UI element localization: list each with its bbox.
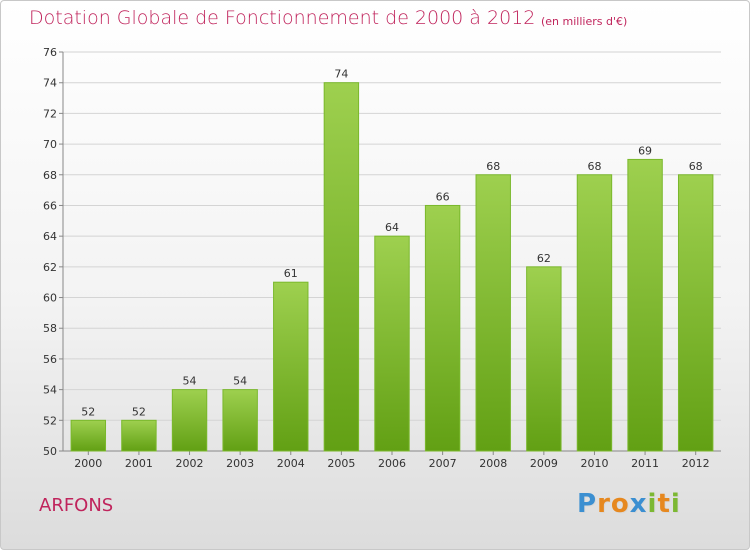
bar	[323, 82, 360, 452]
bar	[475, 174, 511, 452]
bar	[70, 419, 107, 452]
bar-value-label: 68	[689, 160, 703, 173]
x-tick-label: 2001	[125, 457, 153, 470]
bar-value-label: 66	[436, 190, 450, 203]
bar	[273, 281, 309, 452]
bar-value-label: 54	[233, 375, 247, 388]
x-tick-label: 2000	[74, 457, 102, 470]
bar-value-label: 62	[537, 252, 551, 265]
x-tick-label: 2005	[327, 457, 355, 470]
x-tick-label: 2007	[429, 457, 457, 470]
y-tick-label: 70	[43, 138, 57, 151]
bar	[576, 174, 613, 452]
y-tick-label: 68	[43, 169, 57, 182]
x-tick-label: 2011	[631, 457, 659, 470]
x-tick-label: 2009	[530, 457, 558, 470]
y-tick-label: 58	[43, 322, 57, 335]
bar	[526, 266, 562, 452]
y-tick-label: 72	[43, 107, 57, 120]
x-tick-label: 2003	[226, 457, 254, 470]
data-labels: 52 52 54 54 61 74 64 66 68 62 68 69 68	[81, 68, 702, 419]
bar-value-label: 74	[334, 68, 348, 81]
location-name: ARFONS	[39, 495, 114, 516]
bar-value-label: 52	[81, 405, 95, 418]
y-tick-label: 50	[43, 445, 57, 458]
chart-subtitle: (en milliers d'€)	[541, 15, 628, 28]
bar	[677, 174, 714, 452]
logo-letter: r	[597, 489, 611, 519]
x-tick-label: 2004	[277, 457, 305, 470]
x-tick-label: 2010	[580, 457, 608, 470]
y-tick-label: 74	[43, 77, 57, 90]
y-tick-label: 56	[43, 353, 57, 366]
y-tick-label: 60	[43, 292, 57, 305]
bar	[171, 389, 208, 452]
bar-value-label: 52	[132, 405, 146, 418]
y-tick-label: 64	[43, 230, 57, 243]
logo-letter: t	[657, 489, 671, 519]
logo-letter: o	[610, 489, 630, 519]
bar-value-label: 54	[183, 375, 197, 388]
chart-title: Dotation Globale de Fonctionnement de 20…	[29, 7, 536, 29]
y-tick-label: 76	[43, 46, 57, 59]
bar	[121, 419, 157, 452]
x-tick-label: 2006	[378, 457, 406, 470]
y-tick-label: 66	[43, 199, 57, 212]
y-tick-label: 52	[43, 414, 57, 427]
bar-value-label: 64	[385, 221, 399, 234]
x-tick-label: 2008	[479, 457, 507, 470]
y-tick-label: 54	[43, 384, 57, 397]
bar	[424, 204, 461, 452]
logo-letter: P	[577, 489, 598, 519]
logo-letter: i	[670, 489, 681, 519]
bar	[627, 158, 663, 452]
bar-value-label: 68	[486, 160, 500, 173]
logo-letter: i	[647, 489, 658, 519]
bar-value-label: 61	[284, 267, 298, 280]
bar	[222, 389, 258, 452]
proxiti-logo[interactable]: Proxiti	[577, 489, 681, 519]
x-tick-label: 2002	[176, 457, 204, 470]
logo-letter: x	[629, 489, 648, 519]
bar	[374, 235, 410, 452]
bar-value-label: 69	[638, 144, 652, 157]
x-tick-label: 2012	[682, 457, 710, 470]
bar-value-label: 68	[587, 160, 601, 173]
y-tick-label: 62	[43, 261, 57, 274]
bars	[70, 82, 714, 452]
